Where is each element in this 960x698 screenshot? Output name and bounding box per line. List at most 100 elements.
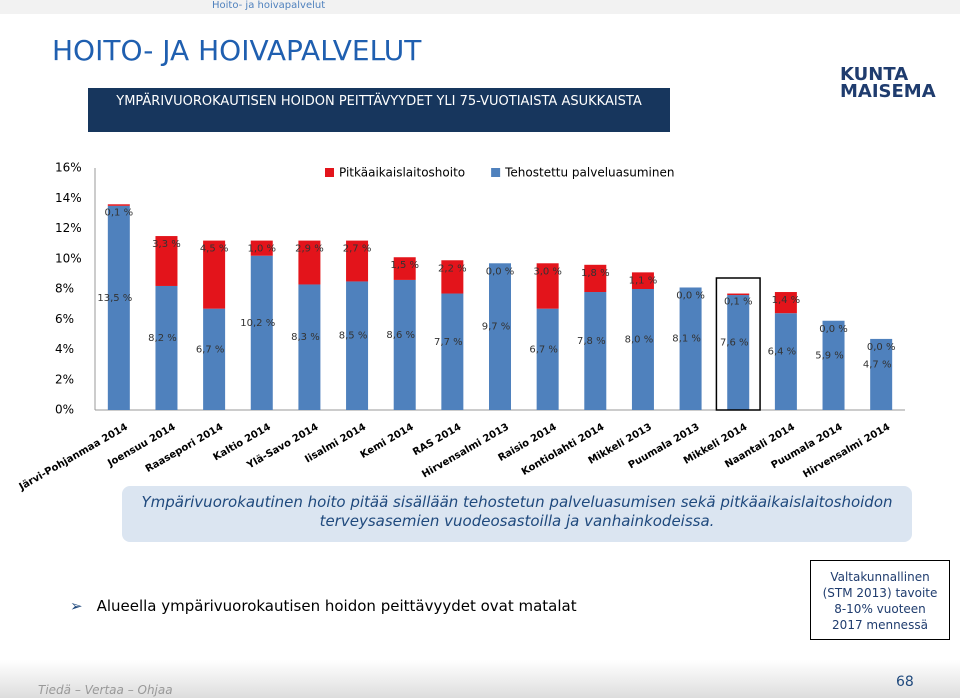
data-label: 6,7 % [196,344,225,355]
bullet-text: Alueella ympärivuorokautisen hoidon peit… [96,597,577,615]
data-label: 8,5 % [339,331,368,342]
legend-swatch [491,168,501,177]
data-label: 0,0 % [486,266,515,277]
data-label: 7,7 % [434,337,463,348]
bar [870,338,893,410]
data-label: 0,0 % [819,324,848,335]
target-box: Valtakunnallinen (STM 2013) tavoite 8-10… [810,560,950,640]
slide-title: HOITO- JA HOIVAPALVELUT [52,34,422,67]
y-tick-label: 10% [55,251,82,265]
bar [203,240,226,309]
data-label: 3,0 % [533,266,562,277]
bar [298,240,321,285]
bar [346,240,369,282]
bar [584,292,607,410]
chart-subtitle: YMPÄRIVUOROKAUTISEN HOIDON PEITTÄVYYDET … [88,88,670,132]
data-label: 4,5 % [200,244,229,255]
data-label: 6,4 % [768,347,797,358]
bar [203,308,226,410]
y-tick-label: 2% [55,372,74,386]
data-label: 2,7 % [343,244,372,255]
data-label: 3,3 % [152,239,181,250]
logo-text: KUNTA [840,64,909,85]
x-tick-label: Hirvensalmi 2013 [420,422,511,481]
bar [155,236,178,286]
bar [679,287,702,410]
data-label: 4,7 % [863,359,892,370]
bar [774,292,797,314]
data-label: 1,8 % [581,268,610,279]
bar [393,257,416,280]
data-label: 0,1 % [105,207,134,218]
bar [441,293,464,410]
data-label: 0,0 % [867,342,896,353]
highlight-box [715,277,761,411]
bar [584,264,607,293]
x-tick-label: Hirvensalmi 2014 [801,422,892,481]
footer [0,660,960,698]
bar [107,205,130,410]
bar [250,240,273,256]
bar [346,281,369,410]
x-tick-label: Raasepori 2014 [144,422,225,475]
y-tick-label: 0% [55,403,74,417]
bar [107,204,130,206]
bar [774,313,797,410]
breadcrumb: Hoito- ja hoivapalvelut [212,0,326,11]
data-label: 6,7 % [529,344,558,355]
legend-label: Tehostettu palveluasuminen [504,166,674,180]
bar [155,285,178,410]
data-label: 1,5 % [390,260,419,271]
bar [489,263,511,410]
data-label: 8,3 % [291,332,320,343]
bar [631,272,654,289]
data-label: 1,4 % [772,295,801,306]
bar [631,289,654,410]
bullet-icon: ➢ [70,597,83,615]
data-label: 10,2 % [240,318,275,329]
data-label: 13,5 % [97,293,132,304]
bar [536,263,559,309]
y-tick-label: 16% [55,161,82,175]
data-label: 0,0 % [676,290,705,301]
data-label: 1,0 % [247,244,276,255]
data-label: 8,2 % [148,333,177,344]
bar [250,255,273,410]
data-label: 5,9 % [815,350,844,361]
footer-slogan: Tiedä – Vertaa – Ohjaa [38,683,173,697]
data-label: 8,0 % [625,335,654,346]
bar [727,293,750,296]
logo-text: MAISEMA [840,81,936,102]
data-label: 2,2 % [438,263,467,274]
bar [822,320,845,410]
legend-label: Pitkäaikaislaitoshoito [339,166,465,180]
data-label: 8,1 % [672,334,701,345]
bar [393,279,416,410]
data-label: 8,6 % [386,330,415,341]
x-tick-label: Kemi 2014 [359,422,416,461]
data-label: 1,1 % [629,275,658,286]
data-label: 7,8 % [577,336,606,347]
data-label: 9,7 % [482,322,511,333]
y-tick-label: 6% [55,312,74,326]
page-number: 68 [896,674,914,690]
y-tick-label: 12% [55,221,82,235]
legend-swatch [325,168,334,177]
y-tick-label: 14% [55,191,82,205]
top-bar [0,0,960,14]
logo: KUNTA MAISEMA [840,64,936,102]
bar [298,284,321,410]
data-label: 2,9 % [295,244,324,255]
y-tick-label: 4% [55,342,74,356]
data-label: 0,1 % [724,297,753,308]
note: Ympärivuorokautinen hoito pitää sisällää… [122,486,912,542]
bar [536,308,559,410]
bullet: ➢ Alueella ympärivuorokautisen hoidon pei… [70,597,577,615]
y-tick-label: 8% [55,282,74,296]
bar [441,260,464,294]
data-label: 7,6 % [720,338,749,349]
bar [727,295,750,410]
x-tick-label: Kontiolahti 2014 [520,422,606,478]
